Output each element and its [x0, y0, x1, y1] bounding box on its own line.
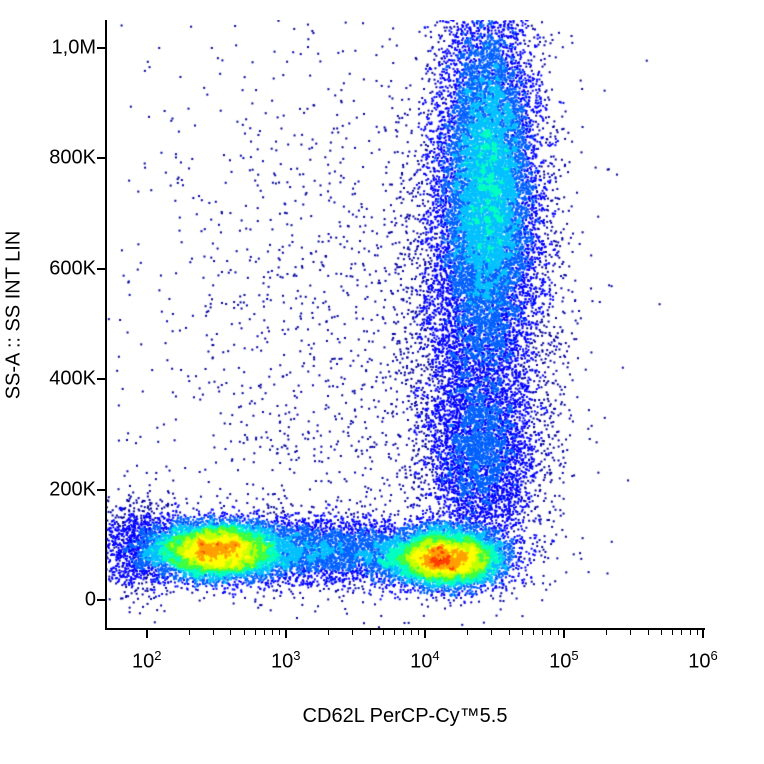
y-axis-label: SS-A :: SS INT LIN	[3, 231, 26, 400]
x-tick-label: 104	[410, 648, 439, 674]
y-tick-label: 800K	[49, 147, 96, 170]
y-tick-label: 400K	[49, 368, 96, 391]
x-tick-label: 102	[132, 648, 161, 674]
x-tick-label: 105	[549, 648, 578, 674]
y-tick-label: 0	[85, 589, 96, 612]
plot-container	[105, 20, 705, 630]
x-tick-label: 103	[271, 648, 300, 674]
y-tick-label: 1,0M	[52, 36, 96, 59]
x-tick-label: 106	[688, 648, 717, 674]
y-tick-label: 600K	[49, 257, 96, 280]
x-axis-label: CD62L PerCP-Cy™5.5	[303, 705, 508, 728]
y-tick-label: 200K	[49, 478, 96, 501]
axis-frame	[105, 20, 705, 630]
